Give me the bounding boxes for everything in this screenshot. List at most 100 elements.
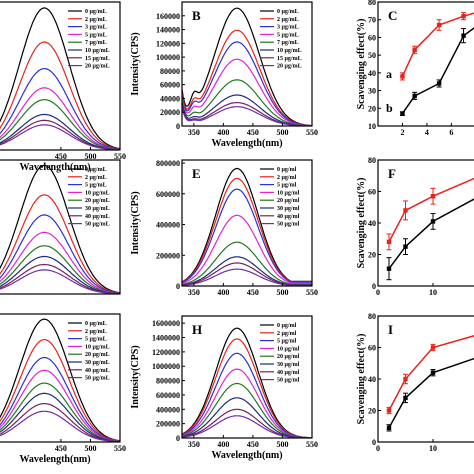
- x-tick-label-h-0: 350: [188, 440, 200, 449]
- x-tick-label-c-1: 4: [425, 128, 429, 137]
- x-axis-label-b: Wavelength(nm): [211, 138, 282, 149]
- plot-area-i: [386, 335, 474, 432]
- series-line-g-2: [0, 356, 120, 442]
- y-tick-label-b-6: 120000: [156, 39, 180, 48]
- data-point-c-1-2: [436, 81, 442, 86]
- series-line-a-4: [0, 99, 120, 150]
- panel-label-b: B: [192, 8, 201, 23]
- legend-label-d-5: 30 μg/mL: [85, 206, 110, 212]
- y-tick-label-h-1: 200000: [156, 420, 180, 429]
- series-line-g-6: [0, 403, 120, 442]
- legend-label-d-3: 10 μg/mL: [85, 190, 110, 196]
- legend-label-h-7: 50 μg/ml: [277, 378, 300, 384]
- data-point-c-0-3: [461, 13, 466, 19]
- y-tick-label-i-4: 80: [368, 312, 376, 321]
- y-tick-label-c-5: 60: [368, 33, 376, 42]
- series-line-a-7: [0, 124, 120, 150]
- series-line-a-0: [0, 7, 120, 150]
- series-line-a-2: [0, 67, 120, 150]
- x-tick-label-f-0: 0: [376, 288, 380, 297]
- series-line-d-0: [0, 164, 120, 294]
- axes-frame-e: [181, 159, 313, 287]
- data-point-c-0-0: [400, 74, 405, 79]
- y-tick-label-b-3: 60000: [160, 81, 180, 90]
- y-tick-label-c-6: 70: [368, 16, 376, 25]
- series-line-i-0: [388, 335, 474, 411]
- legend-label-e-3: 10 μg/ml: [277, 190, 300, 196]
- y-axis-label-h: Intensity(CPS): [130, 345, 141, 408]
- y-axis-label-f: Scavenging effect(%): [356, 178, 367, 269]
- x-tick-label-b-2: 450: [247, 128, 259, 137]
- x-tick-label-e-4: 550: [306, 288, 318, 297]
- y-tick-label-b-5: 100000: [156, 53, 180, 62]
- x-tick-label-a-0: 450: [55, 152, 67, 161]
- y-axis-label-b: Intensity(CPS): [130, 32, 141, 95]
- legend-label-g-6: 40 μg/mL: [85, 368, 110, 374]
- y-tick-label-f-2: 40: [368, 219, 376, 228]
- data-point-f-0-2: [430, 194, 436, 199]
- plot-area-e: [182, 167, 312, 286]
- y-tick-label-e-1: 200000: [156, 251, 180, 260]
- series-line-d-1: [0, 194, 120, 294]
- legend-label-g-7: 50 μg/mL: [85, 376, 110, 382]
- legend-label-a-2: 3 μg/mL: [85, 25, 107, 31]
- axes-frame-c: [377, 1, 474, 127]
- legend-label-e-6: 40 μg/ml: [277, 214, 300, 220]
- panel-h: 350 400 450 500 550 0 200000 400000 600000 800000…: [130, 315, 318, 461]
- legend-label-a-6: 15 μg/mL: [85, 56, 110, 62]
- panel-i: 0 10 0 20 40 60 80 Scavenging effect(%) I: [356, 312, 474, 453]
- y-tick-label-h-6: 1200000: [152, 348, 180, 357]
- data-point-c-1-0: [400, 111, 405, 116]
- legend-label-a-3: 5 μg/mL: [85, 32, 107, 38]
- y-tick-label-f-1: 20: [368, 251, 376, 260]
- series-line-e-4: [182, 241, 312, 285]
- x-axis-label-h: Wavelength(nm): [211, 450, 282, 461]
- y-tick-label-b-2: 40000: [160, 94, 180, 103]
- legend-label-d-6: 40 μg/mL: [85, 214, 110, 220]
- data-point-i-0-2: [430, 345, 436, 350]
- series-line-e-3: [182, 214, 312, 284]
- series-line-b-4: [182, 79, 312, 126]
- legend-label-e-1: 2 μg/ml: [277, 175, 297, 181]
- panel-label-e: E: [192, 166, 201, 181]
- y-tick-label-c-1: 20: [368, 104, 376, 113]
- data-point-f-0-0: [386, 239, 392, 245]
- data-point-i-0-0: [386, 408, 392, 413]
- series-line-e-7: [182, 268, 312, 286]
- y-tick-label-c-7: 80: [368, 0, 376, 7]
- series-line-g-3: [0, 369, 120, 442]
- legend-label-h-5: 30 μg/ml: [277, 362, 300, 368]
- y-tick-label-f-4: 80: [368, 156, 376, 165]
- data-point-f-0-1: [403, 208, 408, 213]
- series-line-g-0: [0, 318, 120, 442]
- legend-label-h-0: 0 μg/ml: [277, 323, 297, 329]
- data-point-f-1-0: [386, 266, 392, 271]
- x-tick-label-b-1: 400: [217, 128, 229, 137]
- legend-label-e-7: 50 μg/ml: [277, 222, 300, 228]
- panel-label-f: F: [388, 166, 396, 181]
- y-tick-label-c-4: 50: [368, 51, 376, 60]
- y-tick-label-i-1: 20: [368, 407, 376, 416]
- legend-label-g-2: 5 μg/mL: [85, 337, 107, 343]
- series-line-i-1: [388, 357, 474, 429]
- legend-label-b-6: 15 μg/mL: [277, 56, 302, 62]
- legend-label-e-5: 30 μg/ml: [277, 206, 300, 212]
- x-tick-label-g-2: 550: [114, 444, 126, 453]
- legend-label-b-7: 20 μg/mL: [277, 64, 302, 70]
- legend-label-a-5: 10 μg/mL: [85, 48, 110, 54]
- series-line-d-2: [0, 214, 120, 294]
- x-tick-label-c-0: 2: [400, 128, 404, 137]
- annotation-b: b: [386, 101, 393, 115]
- legend-label-a-1: 2 μg/mL: [85, 17, 107, 23]
- annotation-a: a: [386, 67, 392, 81]
- x-tick-label-e-0: 350: [188, 288, 200, 297]
- data-point-c-1-1: [412, 93, 417, 99]
- legend-label-e-0: 0 μg/ml: [277, 167, 297, 173]
- legend-label-h-2: 5 μg/ml: [277, 339, 297, 345]
- series-line-h-2: [182, 352, 312, 438]
- axes-frame-b: [181, 1, 313, 127]
- y-tick-label-f-0: 0: [372, 282, 376, 291]
- y-tick-label-c-2: 30: [368, 87, 376, 96]
